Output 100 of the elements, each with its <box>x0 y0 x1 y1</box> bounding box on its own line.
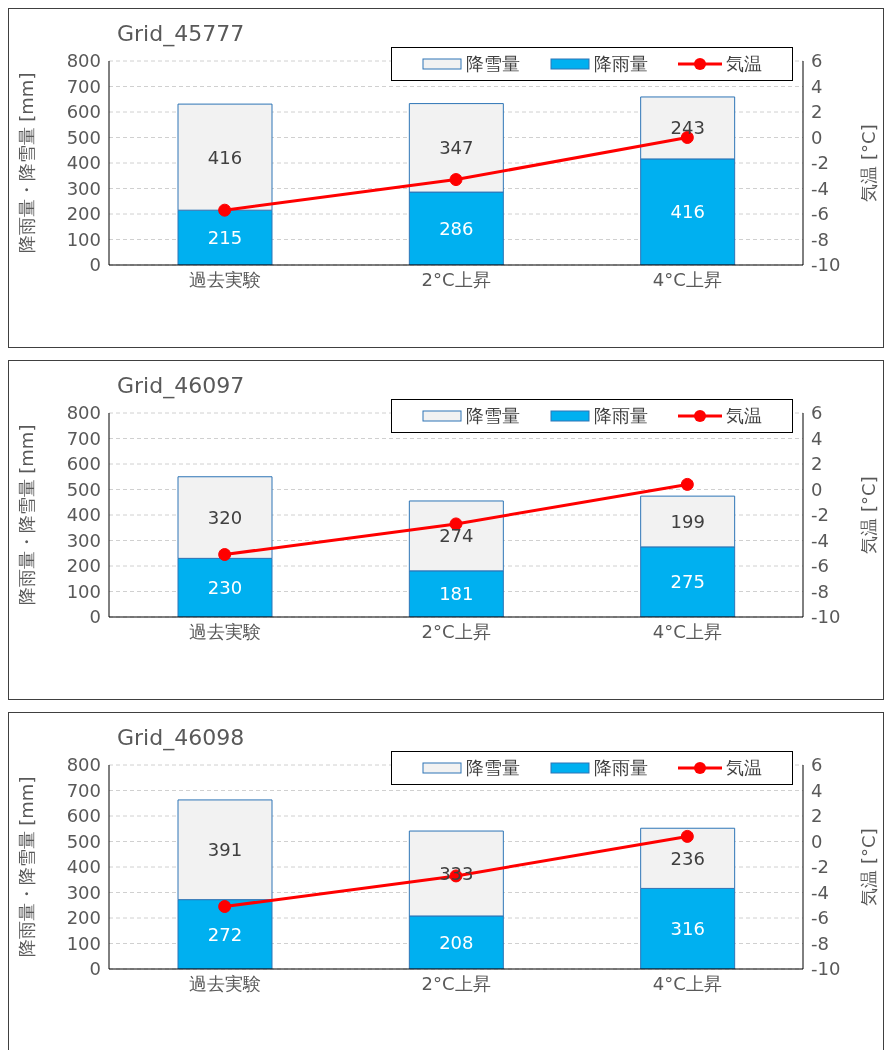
y-tick-label: 600 <box>66 805 101 827</box>
y2-tick-label: 6 <box>811 754 823 776</box>
y-tick-label: 800 <box>66 50 101 72</box>
data-label: 275 <box>670 571 705 593</box>
data-label: 391 <box>207 839 243 861</box>
chart-title: Grid_45777 <box>117 21 245 46</box>
data-label: 199 <box>670 510 705 532</box>
y-axis-title: 降雨量・降雪量 [mm] <box>16 72 38 254</box>
data-label: 208 <box>439 931 474 953</box>
x-tick-label: 4°C上昇 <box>652 972 722 994</box>
y-tick-label: 100 <box>66 932 101 954</box>
chart-title: Grid_46097 <box>117 373 245 398</box>
data-label: 274 <box>439 525 474 547</box>
x-tick-label: 過去実験 <box>188 972 261 994</box>
y2-tick-label: 2 <box>811 101 823 123</box>
y2-tick-label: -4 <box>811 177 829 199</box>
y2-tick-label: -8 <box>811 228 829 250</box>
y2-tick-label: -8 <box>811 932 829 954</box>
point <box>680 829 694 843</box>
legend-label: 気温 <box>726 52 762 76</box>
y-tick-label: 700 <box>66 427 101 449</box>
y2-tick-label: -2 <box>811 504 829 526</box>
y-tick-label: 0 <box>89 958 101 980</box>
y2-tick-label: -4 <box>811 881 829 903</box>
y-tick-label: 100 <box>66 580 101 602</box>
y2-tick-label: -6 <box>811 907 829 929</box>
data-label: 215 <box>207 226 243 248</box>
y2-tick-label: 0 <box>811 126 823 148</box>
legend-label: 降雪量 <box>466 756 520 780</box>
y2-tick-label: -4 <box>811 529 829 551</box>
x-tick-label: 4°C上昇 <box>652 620 722 642</box>
legend-label: 降雨量 <box>594 52 648 76</box>
y-tick-label: 200 <box>66 555 101 577</box>
y2-axis-title: 気温 [°C] <box>858 828 880 906</box>
y2-tick-label: -10 <box>811 958 841 980</box>
y-tick-label: 500 <box>66 126 101 148</box>
y-tick-label: 300 <box>66 177 101 199</box>
y2-tick-label: -2 <box>811 152 829 174</box>
y-tick-label: 300 <box>66 529 101 551</box>
data-label: 236 <box>670 847 705 869</box>
point <box>218 900 232 914</box>
y2-tick-label: -6 <box>811 555 829 577</box>
y2-tick-label: 4 <box>811 779 823 801</box>
y-tick-label: 400 <box>66 504 101 526</box>
point <box>680 477 694 491</box>
data-label: 320 <box>207 506 243 528</box>
y-axis-title: 降雨量・降雪量 [mm] <box>16 776 38 958</box>
data-label: 333 <box>439 862 474 884</box>
x-tick-label: 過去実験 <box>188 268 261 290</box>
y-tick-label: 100 <box>66 228 101 250</box>
y2-tick-label: 0 <box>811 830 823 852</box>
legend-label: 降雨量 <box>594 756 648 780</box>
legend-label: 降雨量 <box>594 404 648 428</box>
point <box>218 203 232 217</box>
x-tick-label: 過去実験 <box>188 620 261 642</box>
data-label: 316 <box>670 918 705 940</box>
legend-label: 気温 <box>726 756 762 780</box>
data-label: 416 <box>207 146 243 168</box>
data-label: 181 <box>439 583 474 605</box>
y-tick-label: 600 <box>66 101 101 123</box>
y2-tick-label: 0 <box>811 478 823 500</box>
y-tick-label: 500 <box>66 830 101 852</box>
y2-axis-title: 気温 [°C] <box>858 476 880 554</box>
y-tick-label: 500 <box>66 478 101 500</box>
y2-tick-label: -10 <box>811 254 841 276</box>
data-label: 347 <box>439 137 474 159</box>
y2-tick-label: 6 <box>811 50 823 72</box>
data-label: 243 <box>670 117 705 139</box>
y-tick-label: 600 <box>66 453 101 475</box>
x-tick-label: 2°C上昇 <box>421 268 491 290</box>
y-tick-label: 800 <box>66 402 101 424</box>
y2-tick-label: 6 <box>811 402 823 424</box>
y2-tick-label: -6 <box>811 203 829 225</box>
x-tick-label: 2°C上昇 <box>421 620 491 642</box>
y-tick-label: 0 <box>89 606 101 628</box>
x-tick-label: 4°C上昇 <box>652 268 722 290</box>
legend-label: 降雪量 <box>466 404 520 428</box>
point <box>218 548 232 562</box>
y-tick-label: 400 <box>66 152 101 174</box>
y-tick-label: 300 <box>66 881 101 903</box>
data-label: 230 <box>207 577 243 599</box>
y2-tick-label: -2 <box>811 856 829 878</box>
chart-title: Grid_46098 <box>117 725 245 750</box>
point <box>449 173 463 187</box>
y-tick-label: 200 <box>66 203 101 225</box>
y-tick-label: 400 <box>66 856 101 878</box>
y2-tick-label: -10 <box>811 606 841 628</box>
y-tick-label: 700 <box>66 75 101 97</box>
y-tick-label: 200 <box>66 907 101 929</box>
data-label: 416 <box>670 201 705 223</box>
legend-label: 降雪量 <box>466 52 520 76</box>
legend-label: 気温 <box>726 404 762 428</box>
y-tick-label: 800 <box>66 754 101 776</box>
x-tick-label: 2°C上昇 <box>421 972 491 994</box>
y-tick-label: 0 <box>89 254 101 276</box>
data-label: 272 <box>207 923 243 945</box>
y2-tick-label: 4 <box>811 75 823 97</box>
y2-tick-label: 2 <box>811 453 823 475</box>
y-tick-label: 700 <box>66 779 101 801</box>
y2-tick-label: 4 <box>811 427 823 449</box>
